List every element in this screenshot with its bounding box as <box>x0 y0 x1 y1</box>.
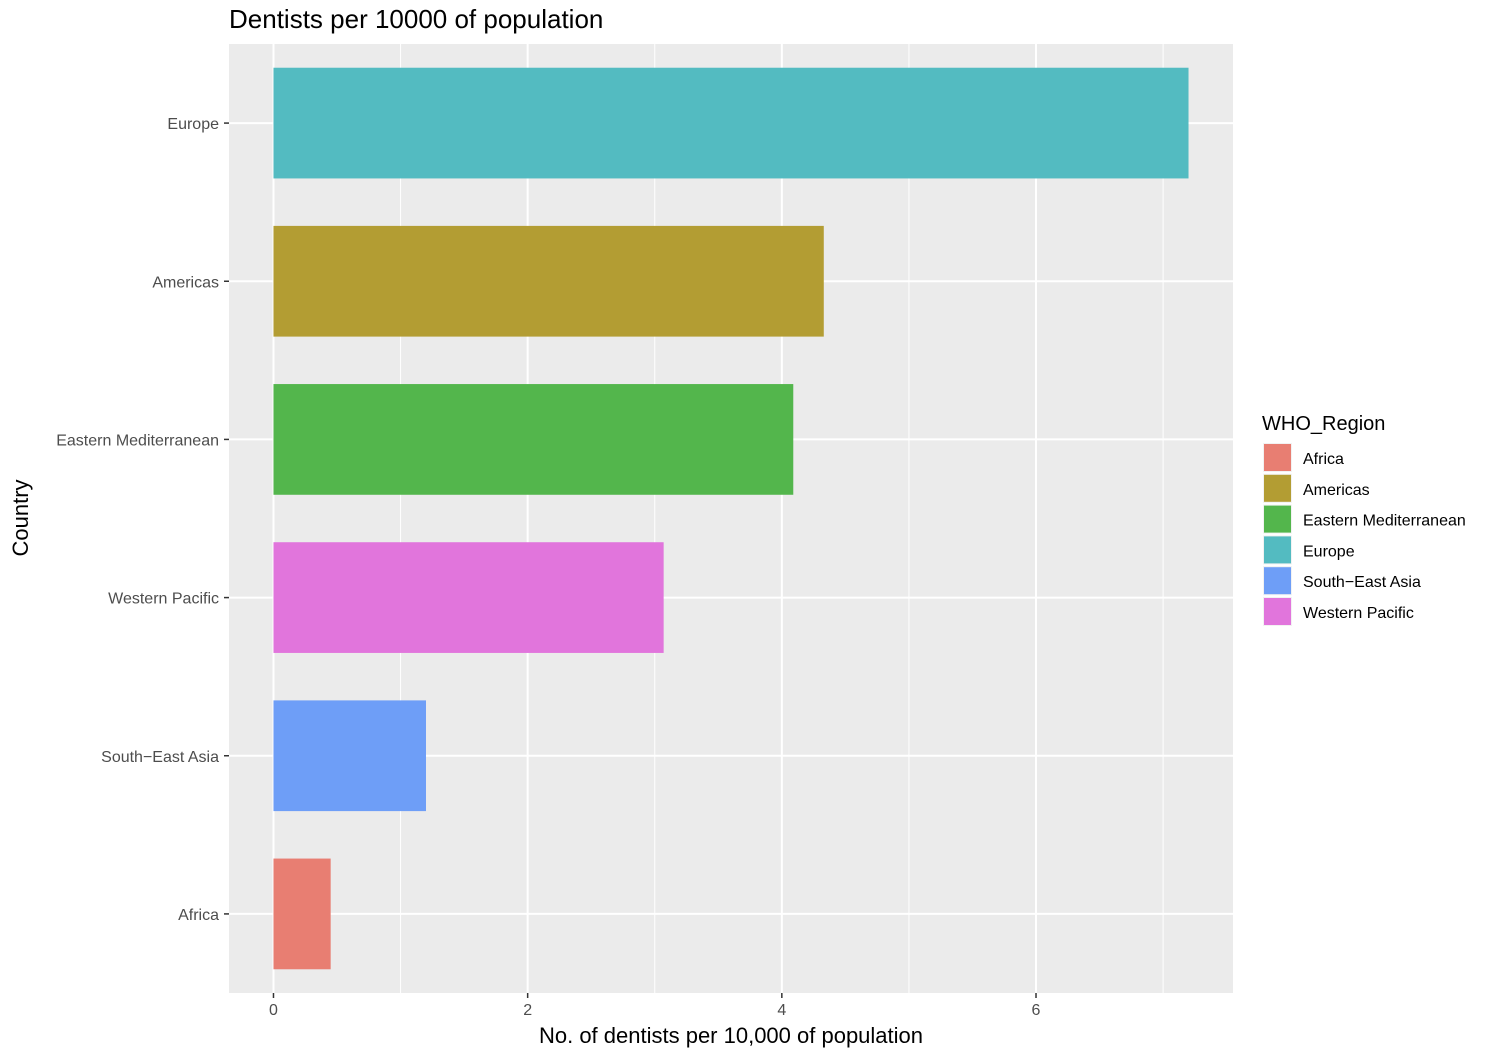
y-tick-label: Europe <box>167 116 219 133</box>
x-axis-label: No. of dentists per 10,000 of population <box>539 1023 923 1048</box>
legend-swatch <box>1264 474 1291 502</box>
legend-swatch <box>1264 536 1291 564</box>
bar-south-east-asia <box>273 700 426 812</box>
x-axis: 0 2 4 6 <box>269 993 1041 1019</box>
legend-swatch <box>1264 567 1291 595</box>
bar-eastern-mediterranean <box>273 384 794 495</box>
y-tick-label: Western Pacific <box>108 591 219 608</box>
x-tick-label: 2 <box>523 1002 532 1019</box>
legend-label: Western Pacific <box>1303 605 1414 622</box>
legend-swatch <box>1264 505 1291 533</box>
y-axis-label: Country <box>8 479 33 556</box>
x-tick-label: 6 <box>1032 1002 1041 1019</box>
legend-label: Europe <box>1303 543 1355 560</box>
legend-label: South−East Asia <box>1303 574 1421 591</box>
legend-label: Africa <box>1303 451 1344 468</box>
legend-swatch <box>1264 598 1291 625</box>
x-tick-label: 4 <box>777 1002 786 1019</box>
legend-title: WHO_Region <box>1262 413 1385 435</box>
y-tick-label: Americas <box>152 274 219 291</box>
plot-panel <box>229 44 1233 993</box>
y-tick-label: Eastern Mediterranean <box>56 432 219 449</box>
legend-swatch <box>1264 444 1291 471</box>
legend-label: Americas <box>1303 482 1370 499</box>
bar-europe <box>273 67 1189 179</box>
chart-title: Dentists per 10000 of population <box>229 4 603 34</box>
legend: WHO_Region Africa Americas Eastern Mediter… <box>1262 413 1466 626</box>
y-tick-label: Africa <box>178 907 219 924</box>
y-axis: Europe Americas Eastern Mediterranean Weste… <box>56 116 229 924</box>
bar-western-pacific <box>273 542 664 653</box>
y-tick-label: South−East Asia <box>101 749 219 766</box>
bar-americas <box>273 225 824 337</box>
bars <box>273 67 1189 970</box>
x-tick-label: 0 <box>269 1002 278 1019</box>
legend-label: Eastern Mediterranean <box>1303 513 1466 530</box>
bar-africa <box>273 858 331 970</box>
